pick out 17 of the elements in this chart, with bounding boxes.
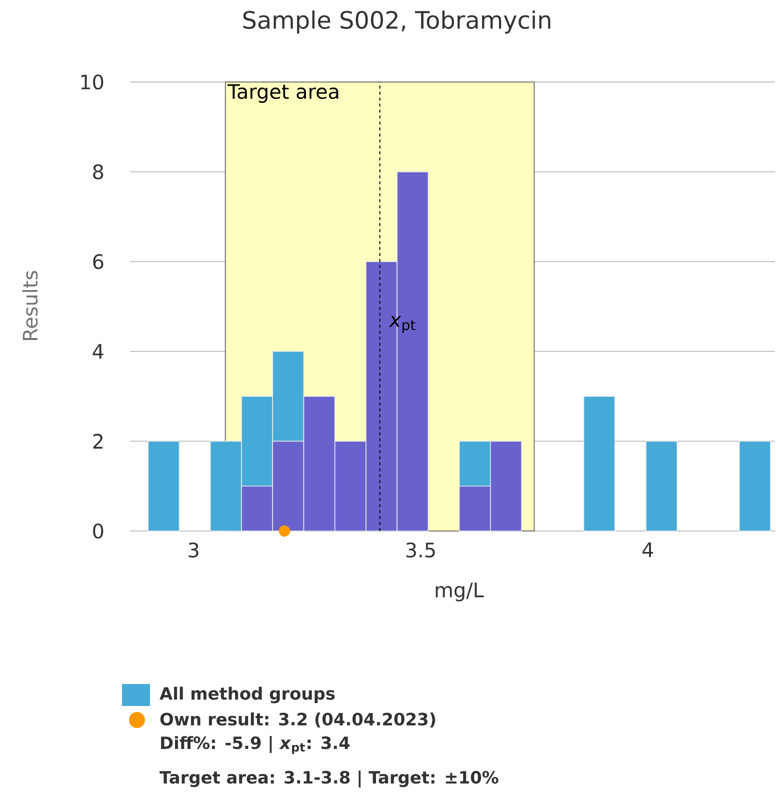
- y-tick-label: 4: [93, 344, 104, 359]
- text: Diff%: -5.9 | x$_{pt}$: 3.4: [161, 736, 350, 754]
- y-axis-title: Results: [22, 270, 38, 340]
- y-tick-label: 2: [94, 434, 103, 449]
- y-tick-label: 0: [93, 523, 104, 539]
- y-tick-label: 8: [93, 164, 104, 180]
- y-tick-label: 10: [82, 74, 104, 90]
- x-tick-label: 4: [642, 542, 654, 558]
- legend-label: All method groups: [160, 686, 335, 704]
- x-tick-label: 3: [189, 542, 199, 558]
- y-tick-label: 6: [93, 254, 104, 270]
- chart-title: Sample S002, Tobramycin: [244, 10, 550, 34]
- legend-label: Own result: 3.2 (04.04.2023): [160, 712, 436, 728]
- text: Target area: 3.1-3.8 | Target: ±10%: [160, 770, 499, 788]
- x-tick-label: 3.5: [406, 542, 436, 558]
- band-label: Target area: [228, 84, 338, 103]
- x-axis-title: mg/L: [436, 582, 484, 602]
